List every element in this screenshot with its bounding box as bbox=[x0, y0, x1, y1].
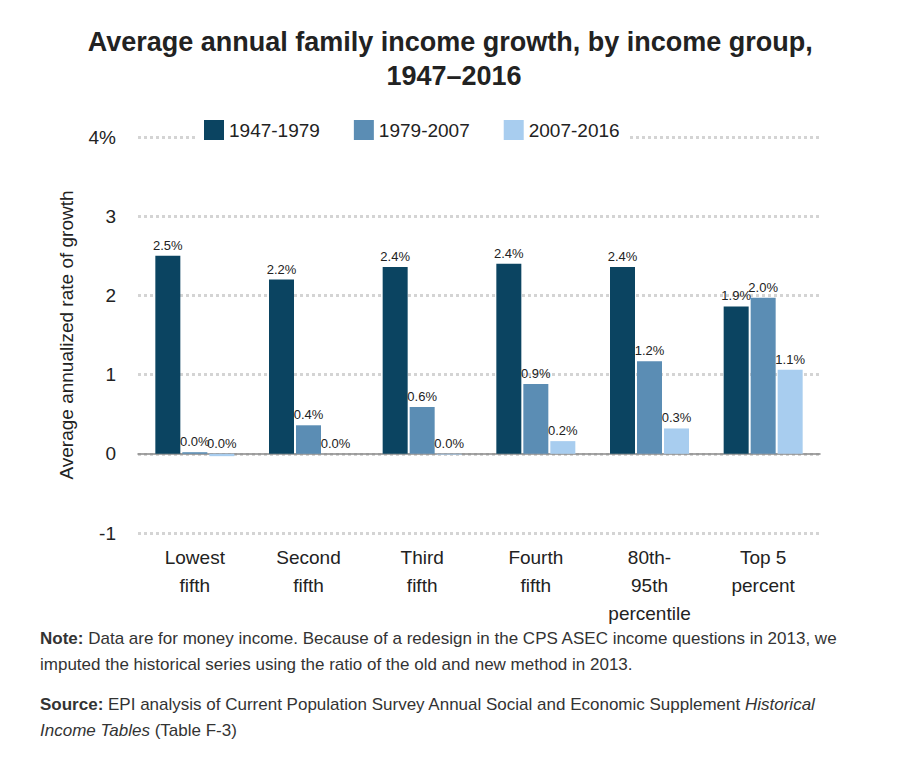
svg-text:2.4%: 2.4% bbox=[380, 249, 410, 264]
svg-text:2.4%: 2.4% bbox=[494, 246, 524, 261]
svg-text:Second: Second bbox=[276, 547, 340, 568]
svg-text:80th-: 80th- bbox=[628, 547, 671, 568]
svg-text:1.1%: 1.1% bbox=[775, 352, 805, 367]
svg-text:0.3%: 0.3% bbox=[662, 410, 692, 425]
svg-text:Fourth: Fourth bbox=[508, 547, 563, 568]
svg-text:2.5%: 2.5% bbox=[153, 238, 183, 253]
svg-text:0.0%: 0.0% bbox=[321, 436, 351, 451]
svg-text:0.0%: 0.0% bbox=[180, 434, 210, 449]
svg-text:1.2%: 1.2% bbox=[635, 343, 665, 358]
svg-text:0.6%: 0.6% bbox=[407, 389, 437, 404]
svg-text:Top 5: Top 5 bbox=[740, 547, 786, 568]
svg-text:2.0%: 2.0% bbox=[748, 280, 778, 295]
svg-text:2.2%: 2.2% bbox=[267, 262, 297, 277]
svg-text:0.4%: 0.4% bbox=[294, 407, 324, 422]
svg-text:percent: percent bbox=[731, 575, 795, 596]
svg-text:1947–2016: 1947–2016 bbox=[386, 61, 521, 91]
html-text:Note: Data are for money incom: Note: Data are for money income. Because… bbox=[40, 629, 837, 674]
svg-text:0.0%: 0.0% bbox=[434, 436, 464, 451]
svg-text:1979-2007: 1979-2007 bbox=[379, 120, 470, 141]
svg-text:0.9%: 0.9% bbox=[521, 366, 551, 381]
svg-text:0.2%: 0.2% bbox=[548, 423, 578, 438]
svg-text:Average annual family income g: Average annual family income growth, by … bbox=[88, 27, 821, 57]
html-text:Source: EPI analysis of Curren: Source: EPI analysis of Current Populati… bbox=[40, 695, 815, 740]
svg-text:-1: -1 bbox=[99, 523, 116, 544]
svg-text:Average annualized rate of gro: Average annualized rate of growth bbox=[56, 190, 77, 479]
svg-text:1: 1 bbox=[105, 364, 116, 385]
svg-text:fifth: fifth bbox=[293, 575, 324, 596]
svg-text:3: 3 bbox=[105, 206, 116, 227]
svg-text:fifth: fifth bbox=[180, 575, 211, 596]
svg-text:percentile: percentile bbox=[608, 603, 690, 624]
svg-text:0.0%: 0.0% bbox=[207, 436, 237, 451]
svg-text:1.9%: 1.9% bbox=[721, 288, 751, 303]
svg-text:fifth: fifth bbox=[521, 575, 552, 596]
svg-text:95th: 95th bbox=[631, 575, 668, 596]
svg-text:1947-1979: 1947-1979 bbox=[229, 120, 320, 141]
svg-text:2.4%: 2.4% bbox=[608, 249, 638, 264]
svg-text:fifth: fifth bbox=[407, 575, 438, 596]
svg-text:2007-2016: 2007-2016 bbox=[529, 120, 620, 141]
svg-text:2: 2 bbox=[105, 285, 116, 306]
svg-text:Lowest: Lowest bbox=[165, 547, 226, 568]
svg-text:0: 0 bbox=[105, 443, 116, 464]
svg-text:4%: 4% bbox=[89, 127, 117, 148]
svg-text:Third: Third bbox=[401, 547, 444, 568]
